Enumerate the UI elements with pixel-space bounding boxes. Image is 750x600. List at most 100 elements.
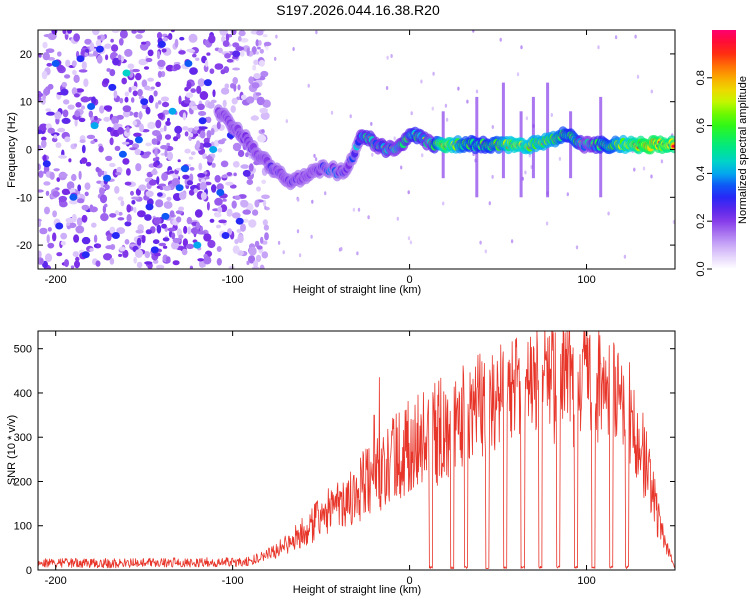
noise-dot [367, 215, 370, 220]
noise-dot [105, 245, 114, 250]
noise-dot [253, 73, 261, 80]
noise-dot [108, 83, 117, 91]
noise-dot [240, 223, 246, 232]
noise-dot [209, 68, 215, 74]
noise-dot [109, 69, 116, 77]
noise-dot [39, 123, 48, 131]
spectrogram-x-ticks: -200 -100 0 100 [45, 30, 596, 286]
noise-dot [226, 58, 234, 63]
noise-dot [97, 35, 101, 40]
noise-dot [174, 38, 179, 48]
noise-dot [211, 162, 216, 168]
noise-dot [150, 246, 159, 254]
noise-dot [124, 221, 132, 227]
noise-dot [234, 238, 239, 245]
noise-dot [114, 210, 120, 216]
noise-dot [173, 136, 179, 142]
noise-dot [91, 96, 97, 105]
noise-dot [73, 33, 80, 42]
noise-dot [207, 239, 216, 249]
noise-dot [100, 213, 109, 222]
noise-dot [78, 170, 82, 180]
y-tick-label: 200 [14, 476, 32, 488]
noise-dot [41, 70, 48, 80]
noise-dot [220, 160, 229, 168]
x-tick-label: -200 [45, 274, 67, 286]
noise-dot [133, 206, 137, 213]
noise-dot [124, 239, 130, 245]
noise-dot [246, 260, 250, 265]
noise-dot [235, 46, 245, 51]
noise-dot [230, 105, 236, 113]
noise-dot [140, 98, 149, 106]
noise-dot [81, 214, 88, 223]
noise-dot [650, 174, 653, 179]
noise-dot [95, 39, 102, 47]
noise-dot [235, 217, 244, 225]
noise-dot [118, 253, 123, 257]
noise-dot [121, 141, 130, 145]
noise-dot [141, 41, 147, 45]
noise-dot [80, 157, 88, 164]
noise-dot [95, 45, 104, 53]
noise-dot [196, 85, 202, 95]
noise-dot [133, 111, 139, 118]
noise-dot [39, 227, 48, 235]
noise-dot [525, 116, 529, 121]
noise-dot [81, 236, 91, 245]
noise-dot [103, 171, 108, 175]
noise-dot [74, 110, 81, 117]
noise-dot [182, 112, 187, 121]
noise-dot [184, 148, 191, 154]
noise-dot [84, 51, 89, 57]
noise-dot [254, 199, 260, 208]
noise-dot [183, 99, 191, 104]
noise-dot [248, 163, 254, 172]
noise-dot [642, 166, 646, 171]
noise-dot [191, 105, 199, 111]
noise-dot [261, 129, 265, 133]
noise-dot [70, 265, 75, 269]
noise-dot [49, 171, 55, 180]
noise-dot [128, 86, 132, 93]
noise-dot [124, 96, 129, 103]
noise-dot [195, 57, 200, 61]
colorbar-gradient [712, 30, 736, 269]
noise-dot [157, 59, 166, 67]
noise-dot [165, 120, 171, 126]
noise-dot [60, 88, 69, 96]
colorbar-ticks: 0.0 0.2 0.4 0.6 0.8 [695, 70, 712, 277]
noise-dot [203, 79, 212, 87]
noise-dot [220, 87, 230, 95]
noise-dot [61, 81, 68, 88]
noise-dot [150, 86, 155, 90]
noise-dot [246, 47, 250, 57]
noise-dot [242, 169, 251, 177]
noise-dot [421, 153, 424, 158]
noise-dot [158, 183, 167, 187]
noise-dot [250, 115, 259, 121]
noise-dot [109, 213, 117, 218]
x-tick-label: 0 [407, 575, 413, 587]
noise-dot [614, 35, 618, 40]
noise-dot [222, 99, 227, 108]
noise-dot [122, 249, 129, 258]
noise-dot [139, 42, 149, 51]
noise-dot [62, 30, 67, 35]
noise-dot [660, 159, 664, 164]
noise-dot [162, 37, 169, 42]
noise-dot [357, 207, 361, 212]
noise-dot [122, 69, 131, 77]
noise-dot [47, 127, 55, 134]
snr-background [38, 331, 675, 570]
ridge-core [671, 144, 675, 148]
noise-dot [144, 251, 151, 259]
noise-dot [265, 45, 269, 51]
noise-dot [198, 111, 207, 116]
noise-dot [38, 163, 41, 171]
noise-dot [153, 90, 158, 97]
noise-dot [51, 30, 58, 35]
noise-dot [125, 168, 131, 176]
